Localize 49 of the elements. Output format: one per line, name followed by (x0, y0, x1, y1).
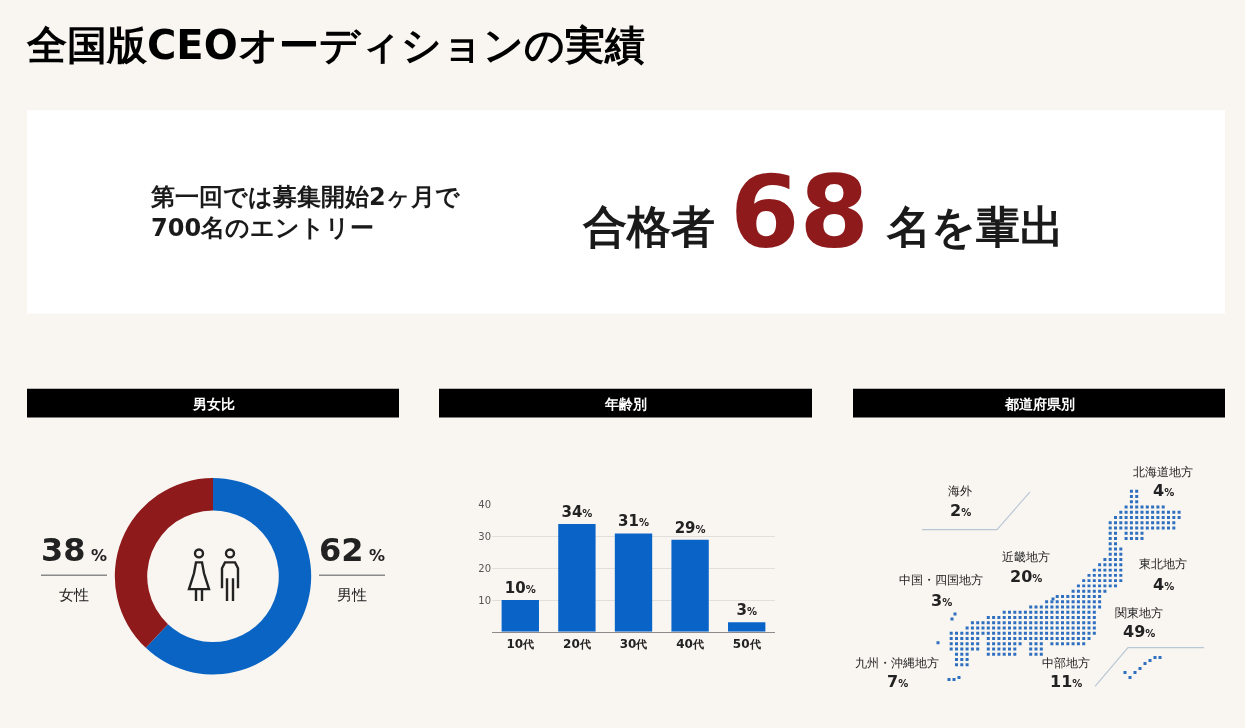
bar (558, 523, 596, 632)
data-label: 11% (1050, 672, 1083, 691)
text: 第一回では募集開始2ヶ月で 700名のエントリー (150, 183, 461, 243)
chart-title: 男女比 (192, 396, 235, 412)
slice-label: 男性 (337, 586, 367, 604)
y-tick-label: 30 (478, 531, 491, 543)
category-label: 中部地方 (1042, 656, 1090, 670)
category-label: 中国・四国地方 (899, 573, 983, 587)
data-label: 3% (931, 591, 953, 610)
text: 都道府県別 (1004, 396, 1075, 412)
data-label: 34% (561, 502, 593, 521)
text: 68 (730, 154, 870, 271)
data-label: 10% (504, 579, 536, 598)
category-label: 関東地方 (1115, 606, 1163, 620)
bar (728, 622, 766, 632)
x-tick-label: 30代 (619, 636, 648, 651)
bar (614, 533, 653, 632)
x-tick-label: 10代 (506, 636, 535, 651)
data-label: 49% (1123, 622, 1156, 641)
y-tick-label: 10 (478, 594, 491, 606)
donut-slice (115, 478, 213, 648)
category-label: 海外 (948, 484, 972, 498)
category-label: 北海道地方 (1133, 465, 1193, 479)
data-label: 62 % (319, 531, 386, 569)
x-tick-label: 20代 (563, 636, 591, 651)
bar (501, 600, 539, 632)
bar (671, 539, 709, 632)
data-label: 38 % (41, 531, 108, 569)
text: 名を輩出 (886, 201, 1064, 252)
data-label: 2% (950, 501, 972, 520)
y-tick-label: 20 (478, 562, 491, 574)
category-label: 東北地方 (1139, 557, 1187, 571)
data-label: 29% (674, 518, 706, 537)
data-label: 7% (887, 672, 909, 691)
data-label: 31% (618, 512, 649, 531)
data-label: 20% (1010, 567, 1043, 586)
data-label: 4% (1153, 575, 1175, 594)
donut-slice (145, 478, 312, 675)
slice-label: 女性 (59, 586, 89, 604)
data-label: 3% (736, 601, 757, 620)
text: 全国版CEOオーディションの実績 (26, 22, 645, 68)
chart-title: 年齢別 (604, 396, 647, 412)
category-label: 近畿地方 (1002, 550, 1050, 564)
text: 合格者 (582, 201, 715, 252)
data-label: 4% (1153, 481, 1175, 500)
x-tick-label: 40代 (676, 636, 704, 651)
category-label: 九州・沖縄地方 (855, 656, 939, 670)
y-tick-label: 40 (478, 499, 491, 511)
x-tick-label: 50代 (732, 636, 761, 651)
